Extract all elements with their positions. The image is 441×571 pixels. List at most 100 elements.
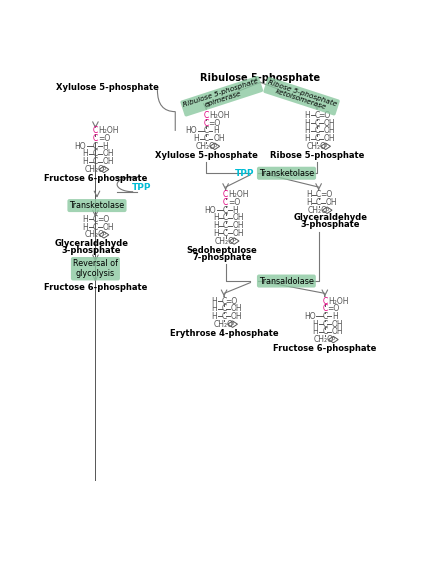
Text: P: P [102,167,105,172]
Text: C: C [93,142,98,151]
Text: H: H [213,229,219,238]
Text: C: C [204,126,209,135]
Text: H: H [213,221,219,230]
Text: H: H [304,126,310,135]
Text: OH: OH [102,223,114,232]
Text: H: H [312,320,318,329]
Text: =O: =O [97,215,109,224]
Text: P: P [332,337,335,342]
Text: HO: HO [185,126,197,135]
Text: OH: OH [332,320,344,329]
Text: H: H [304,111,310,120]
Text: P: P [102,232,105,238]
Text: OH: OH [232,229,244,238]
Text: OH: OH [324,126,336,135]
Text: OH: OH [332,327,344,336]
Text: Ribulose 5-phosphate: Ribulose 5-phosphate [201,73,321,83]
Text: H: H [306,190,312,199]
Text: HO: HO [75,142,86,151]
Text: Fructose 6-phosphate: Fructose 6-phosphate [44,174,147,183]
Text: OH: OH [231,312,243,321]
Text: =O: =O [226,296,238,305]
Text: =O: =O [327,304,340,313]
Text: OH: OH [325,198,337,207]
Text: H: H [232,206,238,215]
Text: H: H [306,198,312,207]
Text: H: H [213,214,219,222]
Text: =O: =O [228,198,240,207]
Text: C: C [93,126,98,135]
Text: P: P [232,239,236,243]
Text: C: C [223,198,228,207]
Text: H: H [304,134,310,143]
Text: H: H [211,296,217,305]
Text: =O: =O [209,119,221,128]
Text: C: C [322,320,328,329]
Text: H: H [83,215,89,224]
Text: =O: =O [319,111,331,120]
Text: CH₂O: CH₂O [314,335,334,344]
Text: Erythrose 4-phosphate: Erythrose 4-phosphate [170,329,278,338]
Text: H₂OH: H₂OH [229,190,249,199]
Text: CH₂O: CH₂O [308,206,328,215]
Text: CH₂O: CH₂O [85,165,105,174]
Text: C: C [221,312,227,321]
Text: C: C [93,150,98,159]
Text: =O: =O [320,190,333,199]
Text: C: C [204,119,209,128]
Text: C: C [93,223,98,232]
Text: HO: HO [304,312,315,321]
Text: 7-phosphate: 7-phosphate [192,253,251,262]
Text: P: P [213,144,217,149]
Text: C: C [322,304,328,313]
Text: Fructose 6-phosphate: Fructose 6-phosphate [44,283,147,292]
Text: H: H [211,304,217,313]
Text: C: C [93,157,98,166]
Text: C: C [322,296,328,305]
Text: Transaldolase: Transaldolase [259,276,314,286]
Text: Xylulose 5-phosphate: Xylulose 5-phosphate [56,82,159,91]
Text: 3-phosphate: 3-phosphate [62,246,121,255]
Text: Glyceraldehyde: Glyceraldehyde [55,239,128,248]
Text: OH: OH [102,157,114,166]
Text: OH: OH [324,119,336,128]
Text: H: H [312,327,318,336]
Text: H: H [332,312,337,321]
Text: P: P [231,321,234,327]
Text: P: P [324,144,327,149]
Text: C: C [223,221,228,230]
Text: Transketolase: Transketolase [259,169,314,178]
Text: OH: OH [232,221,244,230]
Text: C: C [204,134,209,143]
Text: Ribose 5-phosphate
ketoisomerase: Ribose 5-phosphate ketoisomerase [265,79,338,114]
Text: H: H [83,157,89,166]
Text: Xylulose 5-phosphate: Xylulose 5-phosphate [155,151,258,160]
Text: C: C [314,134,320,143]
Text: C: C [221,304,227,313]
Text: C: C [223,206,228,215]
Text: C: C [223,229,228,238]
Text: C: C [314,111,320,120]
Text: TPP: TPP [235,169,255,178]
Text: CH₂O: CH₂O [213,320,233,329]
Text: C: C [316,190,321,199]
Text: H: H [194,134,199,143]
Text: OH: OH [231,304,243,313]
Text: OH: OH [102,150,114,159]
Text: C: C [223,190,228,199]
Text: OH: OH [213,134,225,143]
Text: C: C [93,215,98,224]
Text: OH: OH [232,214,244,222]
Text: H: H [83,223,89,232]
Text: C: C [314,119,320,128]
Text: C: C [221,296,227,305]
Text: Reversal of
glycolysis: Reversal of glycolysis [73,259,118,279]
Text: Fructose 6-phosphate: Fructose 6-phosphate [273,344,377,353]
Text: CH₂O: CH₂O [215,236,235,246]
Text: C: C [204,111,209,120]
Text: Glyceraldehyde: Glyceraldehyde [293,214,367,222]
Text: Ribose 5-phosphate: Ribose 5-phosphate [270,151,364,160]
Text: C: C [223,214,228,222]
Text: CH₂O: CH₂O [195,142,216,151]
Text: TPP: TPP [132,183,152,192]
